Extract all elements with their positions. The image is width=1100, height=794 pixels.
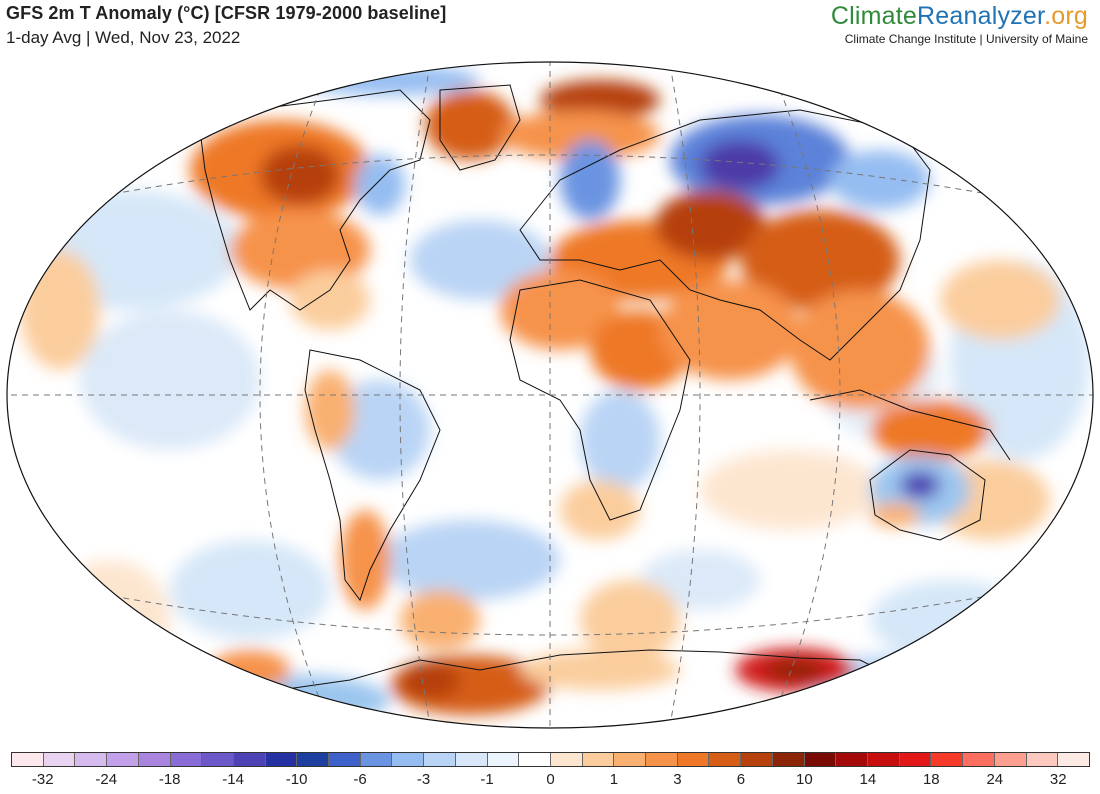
- colorbar-swatch: [582, 753, 615, 766]
- graticule: [7, 62, 1093, 728]
- colorbar-tick-label: 14: [859, 771, 877, 788]
- colorbar-tick-label: -10: [285, 771, 308, 788]
- colorbar-tick-label: -24: [95, 771, 118, 788]
- colorbar-tick-label: 24: [986, 771, 1004, 788]
- colorbar-swatch: [12, 753, 44, 766]
- australia-outline: [869, 449, 986, 541]
- colorbar-swatch: [709, 753, 742, 766]
- colorbar-tick-label: 0: [546, 771, 555, 788]
- colorbar-tick-label: 18: [922, 771, 940, 788]
- meridian-line: [259, 89, 321, 701]
- brand-text-org: .org: [1044, 2, 1088, 30]
- colorbar-swatch: [455, 753, 488, 766]
- colorbar-swatch: [741, 753, 773, 766]
- colorbar-swatch: [931, 753, 964, 766]
- colorbar-swatch: [424, 753, 456, 766]
- colorbar-swatch: [994, 753, 1027, 766]
- colorbar-swatch: [899, 753, 932, 766]
- colorbar-swatch: [202, 753, 234, 766]
- brand-text-reanalyzer: Reanalyzer: [917, 2, 1045, 30]
- colorbar-tick-label: -3: [416, 771, 431, 788]
- colorbar-tick-label: -32: [31, 771, 54, 788]
- colorbar-tick-label: 1: [609, 771, 619, 788]
- parallel-line: [79, 589, 1021, 636]
- colorbar-tick-label: 10: [796, 771, 813, 788]
- parallel-line: [79, 154, 1021, 201]
- colorbar-swatch: [43, 753, 76, 766]
- colorbar-swatch: [519, 753, 551, 766]
- colorbar-tick-label: -18: [158, 771, 181, 788]
- maritime-asia-outline: [809, 389, 1011, 461]
- colorbar-swatch: [138, 753, 171, 766]
- colorbar-tick-label: -6: [353, 771, 367, 788]
- map-subtitle: 1-day Avg | Wed, Nov 23, 2022: [6, 28, 241, 47]
- colorbar-tick-labels: -32 -24 -18 -14 -10 -6 -3 -1 0 1 3 6 10 14 18 24 32: [0, 771, 1100, 793]
- colorbar-swatch: [329, 753, 361, 766]
- colorbar-swatch: [772, 753, 805, 766]
- colorbar-swatch: [75, 753, 108, 766]
- greenland-outline: [439, 84, 521, 171]
- colorbar-tick-label: 3: [673, 771, 682, 788]
- colorbar-swatch: [360, 753, 393, 766]
- colorbar-swatch: [265, 753, 298, 766]
- colorbar-swatch: [550, 753, 583, 766]
- colorbar-swatch: [677, 753, 710, 766]
- colorbar-swatch: [963, 753, 995, 766]
- colorbar-swatch: [233, 753, 266, 766]
- colorbar-swatch: [646, 753, 678, 766]
- africa-outline: [509, 279, 691, 521]
- antarctica-outline: [199, 649, 901, 711]
- colorbar-swatch: [867, 753, 900, 766]
- north-america-outline: [199, 89, 431, 311]
- colorbar-tick-label: -1: [480, 771, 494, 788]
- meridian-line: [669, 64, 701, 726]
- colorbar-swatch: [170, 753, 203, 766]
- globe-border: [6, 61, 1094, 729]
- coastlines: [199, 84, 1011, 711]
- meridian-line: [399, 64, 431, 726]
- map-title: GFS 2m T Anomaly (°C) [CFSR 1979-2000 ba…: [6, 3, 447, 23]
- brand-logo[interactable]: ClimateReanalyzer.org: [831, 2, 1088, 31]
- south-america-outline: [304, 349, 441, 602]
- meridian-line: [779, 89, 841, 701]
- colorbar-swatch: [1058, 753, 1089, 766]
- brand-text-climate: Climate: [830, 2, 918, 30]
- colorbar-swatch: [836, 753, 868, 766]
- colorbar-tick-label: -14: [222, 771, 244, 788]
- colorbar-swatch: [804, 753, 837, 766]
- colorbar-swatch: [297, 753, 330, 766]
- anomaly-field: [7, 62, 1093, 728]
- world-map: [6, 61, 1094, 729]
- colorbar-swatch: [614, 753, 647, 766]
- colorbar-swatch: [487, 753, 520, 766]
- colorbar-tick-label: 32: [1049, 771, 1067, 788]
- colorbar-tick-label: 6: [736, 771, 746, 788]
- colorbar-swatch: [107, 753, 139, 766]
- colorbar-swatch: [1026, 753, 1059, 766]
- eurasia-outline: [519, 109, 931, 361]
- colorbar: [11, 752, 1090, 767]
- colorbar-swatch: [392, 753, 425, 766]
- brand-subtitle: Climate Change Institute | University of…: [844, 32, 1088, 46]
